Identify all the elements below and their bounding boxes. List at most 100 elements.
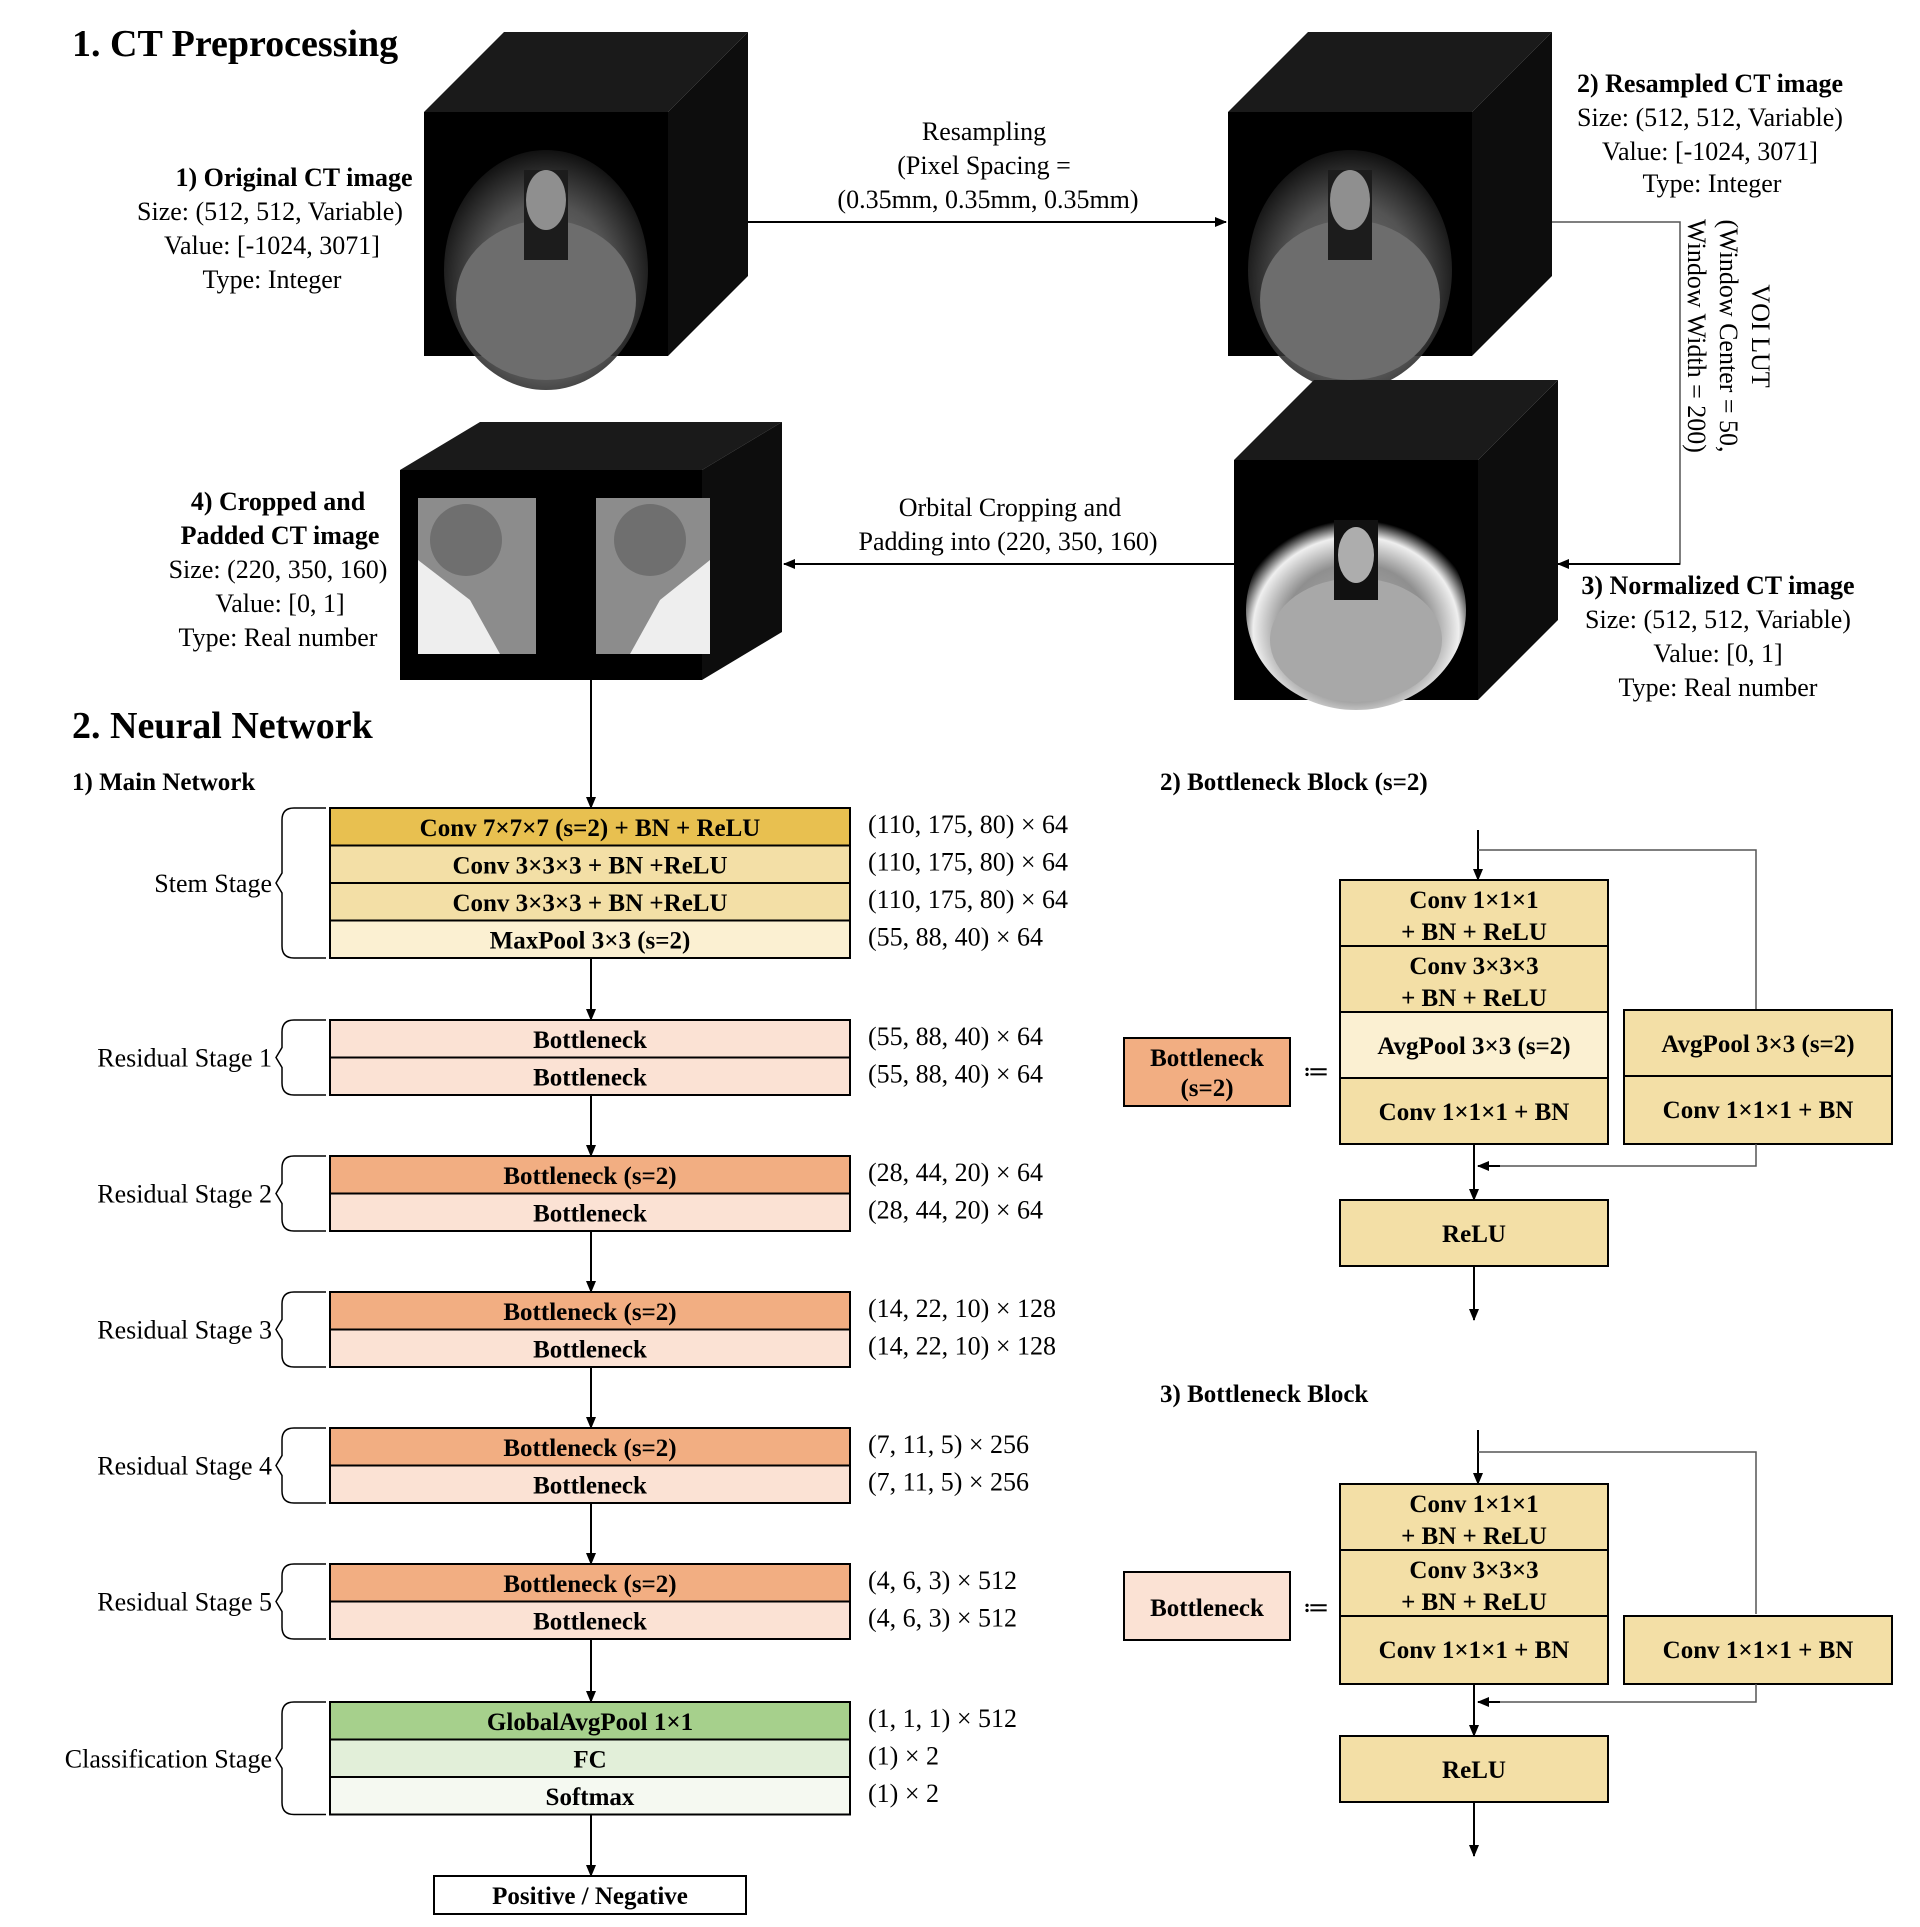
img1-size: Size: (512, 512, Variable) (137, 197, 403, 226)
layer-name: Bottleneck (s=2) (503, 1299, 676, 1326)
img3-value: Value: [0, 1] (1653, 639, 1782, 668)
img3-caption: 3) Normalized CT image Size: (512, 512, … (1581, 571, 1854, 702)
img4-title-2: Padded CT image (181, 521, 380, 550)
svg-text:Bottleneck: Bottleneck (1150, 1595, 1264, 1622)
img4-value: Value: [0, 1] (215, 589, 344, 618)
stage-group: Stem Stage Conv 7×7×7 (s=2) + BN + ReLU (1… (154, 807, 1068, 959)
layer-name: Conv 3×3×3 + BN +ReLU (452, 890, 727, 917)
layer-box (329, 1563, 851, 1603)
svg-text:+ BN + ReLU: + BN + ReLU (1401, 985, 1547, 1012)
layer-name: Bottleneck (533, 1064, 647, 1091)
section2-title: 2. Neural Network (72, 705, 374, 747)
svg-text:ReLU: ReLU (1442, 1757, 1506, 1784)
stage-label: Stem Stage (154, 869, 272, 898)
img3-type: Type: Real number (1619, 673, 1818, 702)
layer-name: Bottleneck (533, 1336, 647, 1363)
svg-text:(0.35mm, 0.35mm, 0.35mm): (0.35mm, 0.35mm, 0.35mm) (837, 185, 1138, 214)
layer-dim: (110, 175, 80) × 64 (868, 847, 1068, 876)
layer-box (329, 1056, 851, 1096)
layer-dim: (1) × 2 (868, 1741, 939, 1770)
layer-dim: (110, 175, 80) × 64 (868, 810, 1068, 839)
stage-label: Residual Stage 5 (97, 1588, 272, 1617)
svg-text:Conv 1×1×1 + BN: Conv 1×1×1 + BN (1379, 1099, 1570, 1126)
svg-text:Bottleneck: Bottleneck (1150, 1045, 1264, 1072)
s2-shortcut-line (1478, 849, 1757, 1010)
layer-box (329, 882, 851, 922)
stage-group: Classification Stage GlobalAvgPool 1×1 (1,… (65, 1701, 1017, 1816)
img4-caption: 4) Cropped and Padded CT image Size: (22… (169, 487, 388, 652)
b-shortcut-line (1478, 1451, 1757, 1614)
s2-shortcut-avgpool-box (1623, 1009, 1893, 1077)
layer-box (329, 1738, 851, 1778)
stage-label: Residual Stage 1 (97, 1044, 272, 1073)
b-conv3-box (1339, 1549, 1609, 1617)
layer-dim: (28, 44, 20) × 64 (868, 1195, 1043, 1224)
layer-name: Bottleneck (533, 1027, 647, 1054)
layer-box (329, 1155, 851, 1195)
svg-text:+ BN + ReLU: + BN + ReLU (1401, 919, 1547, 946)
layer-dim: (4, 6, 3) × 512 (868, 1566, 1017, 1595)
ct-cube-normalized (1234, 380, 1558, 710)
svg-text:Conv 3×3×3: Conv 3×3×3 (1409, 953, 1538, 980)
svg-text:Window Width = 200): Window Width = 200) (1682, 219, 1711, 453)
layer-box (329, 844, 851, 884)
layer-dim: (14, 22, 10) × 128 (868, 1294, 1056, 1323)
bottleneck-s2-key (1123, 1037, 1291, 1107)
stage-brace (275, 1427, 326, 1504)
stage-brace (275, 807, 326, 959)
svg-text:Conv 1×1×1: Conv 1×1×1 (1409, 1491, 1538, 1518)
svg-text:Conv 1×1×1 + BN: Conv 1×1×1 + BN (1663, 1097, 1854, 1124)
layer-dim: (7, 11, 5) × 256 (868, 1430, 1029, 1459)
img3-title: 3) Normalized CT image (1581, 571, 1854, 600)
svg-text:(Window Center = 50,: (Window Center = 50, (1714, 219, 1743, 452)
img4-size: Size: (220, 350, 160) (169, 555, 388, 584)
img2-caption: 2) Resampled CT image Size: (512, 512, V… (1577, 69, 1843, 198)
svg-text:Resampling: Resampling (922, 117, 1046, 146)
b-relu-box (1339, 1735, 1609, 1803)
svg-text:+ BN + ReLU: + BN + ReLU (1401, 1523, 1547, 1550)
layer-box (329, 1019, 851, 1059)
svg-text:Conv 1×1×1 + BN: Conv 1×1×1 + BN (1379, 1637, 1570, 1664)
stage-label: Residual Stage 3 (97, 1316, 272, 1345)
b-conv1-box (1339, 1483, 1609, 1551)
stage-label: Residual Stage 4 (97, 1452, 272, 1481)
stage-group: Residual Stage 2 Bottleneck (s=2) (28, 44,… (97, 1155, 1043, 1232)
output-box: Positive / Negative (433, 1875, 747, 1915)
layer-name: Bottleneck (s=2) (503, 1163, 676, 1190)
main-network: Stem Stage Conv 7×7×7 (s=2) + BN + ReLU (1… (65, 807, 1068, 1877)
layer-name: FC (573, 1746, 606, 1773)
img1-type: Type: Integer (203, 265, 342, 294)
cropping-label: Orbital Cropping and Padding into (220, … (859, 493, 1158, 556)
s2-conv1bn-box (1339, 1077, 1609, 1145)
img2-value: Value: [-1024, 3071] (1602, 137, 1818, 166)
layer-dim: (28, 44, 20) × 64 (868, 1158, 1043, 1187)
layer-dim: (55, 88, 40) × 64 (868, 922, 1043, 951)
img4-title-1: 4) Cropped and (191, 487, 366, 516)
stage-group: Residual Stage 1 Bottleneck (55, 88, 40) ×… (97, 1019, 1043, 1096)
svg-text:Orbital Cropping and: Orbital Cropping and (899, 493, 1121, 522)
s2-shortcut-conv-box (1623, 1075, 1893, 1145)
output-label: Positive / Negative (492, 1883, 688, 1910)
define-symbol-s2: ≔ (1303, 1057, 1330, 1086)
img3-size: Size: (512, 512, Variable) (1585, 605, 1851, 634)
img2-type: Type: Integer (1643, 169, 1782, 198)
img4-type: Type: Real number (179, 623, 378, 652)
layer-dim: (4, 6, 3) × 512 (868, 1603, 1017, 1632)
layer-dim: (110, 175, 80) × 64 (868, 885, 1068, 914)
bottleneck-s2-title: 2) Bottleneck Block (s=2) (1160, 769, 1428, 796)
layer-name: Bottleneck (s=2) (503, 1435, 676, 1462)
layer-name: GlobalAvgPool 1×1 (487, 1709, 693, 1736)
layer-name: Bottleneck (533, 1608, 647, 1635)
svg-text:AvgPool 3×3 (s=2): AvgPool 3×3 (s=2) (1661, 1031, 1854, 1058)
svg-text:Conv 3×3×3: Conv 3×3×3 (1409, 1557, 1538, 1584)
section1-title: 1. CT Preprocessing (72, 23, 398, 65)
s2-avgpool-box (1339, 1011, 1609, 1079)
layer-box (329, 1776, 851, 1816)
layer-name: Conv 3×3×3 + BN +ReLU (452, 852, 727, 879)
layer-name: Bottleneck (s=2) (503, 1571, 676, 1598)
s2-conv3-box (1339, 945, 1609, 1013)
svg-text:Conv 1×1×1: Conv 1×1×1 (1409, 887, 1538, 914)
stage-group: Residual Stage 3 Bottleneck (s=2) (14, 22,… (97, 1291, 1056, 1368)
svg-text:VOI LUT: VOI LUT (1746, 284, 1775, 387)
